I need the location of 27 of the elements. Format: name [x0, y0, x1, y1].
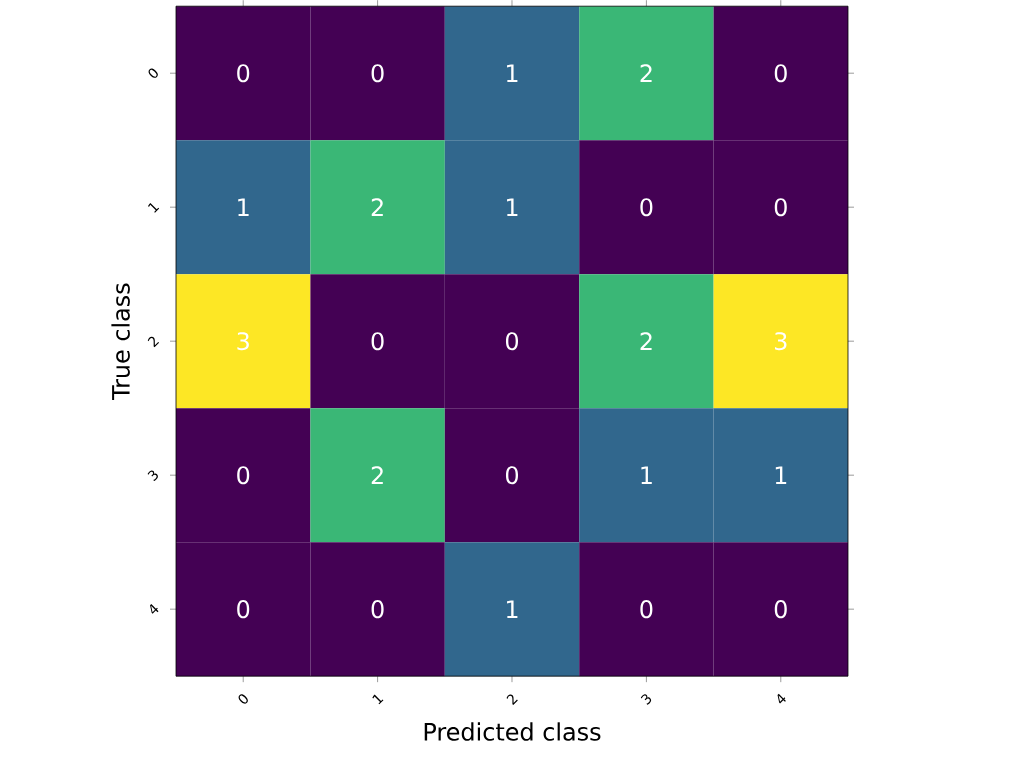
data-label: 2 — [640, 64, 652, 82]
data-label: 0 — [237, 600, 250, 619]
data-label: 0 — [774, 198, 787, 217]
data-label: 0 — [371, 332, 384, 351]
data-label: 3 — [237, 332, 249, 351]
data-label: 0 — [237, 466, 250, 485]
data-label: 0 — [505, 466, 519, 485]
data-label: 3 — [775, 332, 787, 351]
data-label: 0 — [371, 64, 384, 83]
data-label: 0 — [237, 64, 250, 83]
data-label: 1 — [775, 466, 787, 484]
data-label: 2 — [371, 198, 383, 216]
data-label: 2 — [371, 466, 383, 484]
data-label: 1 — [507, 64, 518, 82]
data-label: 0 — [774, 600, 787, 619]
data-label: 1 — [238, 198, 249, 216]
y-axis-title: True class — [111, 283, 130, 401]
data-label: 1 — [507, 600, 518, 618]
data-label: 0 — [505, 332, 519, 351]
data-label: 2 — [640, 332, 652, 350]
data-label: 0 — [640, 600, 653, 619]
x-axis-title: Predicted class — [424, 722, 601, 741]
data-label: 1 — [641, 466, 652, 484]
data-label: 0 — [774, 64, 787, 83]
data-label: 0 — [640, 198, 653, 217]
data-label: 0 — [371, 600, 384, 619]
data-label: 1 — [507, 198, 518, 216]
